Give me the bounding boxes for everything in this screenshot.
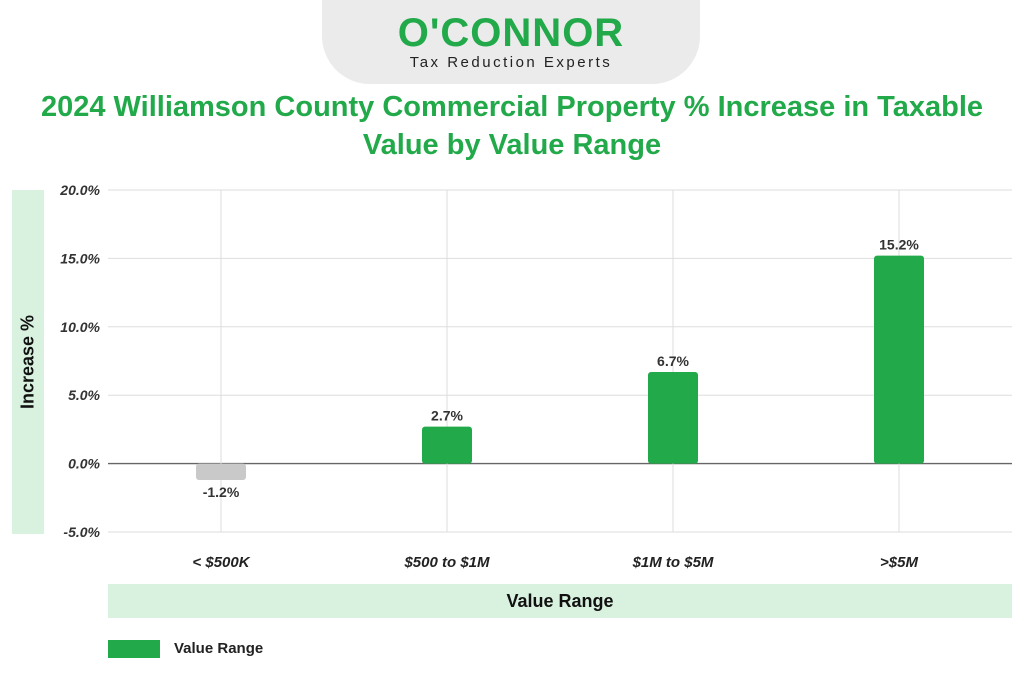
- x-axis-label-band: [108, 584, 1012, 618]
- x-tick-label: $1M to $5M: [632, 554, 714, 571]
- bars: [196, 255, 924, 481]
- logo-banner: [322, 0, 700, 84]
- y-tick-label: 0.0%: [68, 456, 100, 472]
- bar: [648, 371, 698, 464]
- bar: [196, 463, 246, 481]
- chart-title: 2024 Williamson County Commercial Proper…: [40, 91, 984, 161]
- y-tick-label: 20.0%: [59, 182, 100, 198]
- brand-tagline: Tax Reduction Experts: [409, 54, 613, 71]
- y-tick-label: 15.0%: [60, 250, 100, 266]
- data-label: -1.2%: [203, 484, 240, 500]
- data-label: 15.2%: [879, 237, 919, 253]
- x-tick-label: $500 to $1M: [403, 554, 490, 571]
- bar: [422, 426, 472, 464]
- data-label: 2.7%: [431, 408, 463, 424]
- y-tick-label: 10.0%: [60, 319, 100, 335]
- bar: [874, 255, 924, 464]
- y-axis-label-band: [12, 190, 44, 534]
- x-tick-label: >$5M: [880, 554, 918, 571]
- data-labels: -1.2% 2.7% 6.7% 15.2%: [203, 237, 920, 500]
- data-label: 6.7%: [657, 353, 689, 369]
- x-axis-label: Value Range: [506, 591, 614, 611]
- y-tick-labels: 20.0% 15.0% 10.0% 5.0% 0.0% -5.0%: [59, 182, 100, 540]
- legend-swatch: [108, 640, 160, 658]
- y-tick-label: -5.0%: [63, 524, 100, 540]
- y-tick-label: 5.0%: [68, 387, 100, 403]
- legend-label: Value Range: [174, 640, 264, 657]
- x-tick-labels: < $500K $500 to $1M $1M to $5M >$5M: [192, 554, 918, 571]
- x-tick-label: < $500K: [192, 554, 250, 571]
- brand-logo: O'CONNOR: [397, 11, 625, 55]
